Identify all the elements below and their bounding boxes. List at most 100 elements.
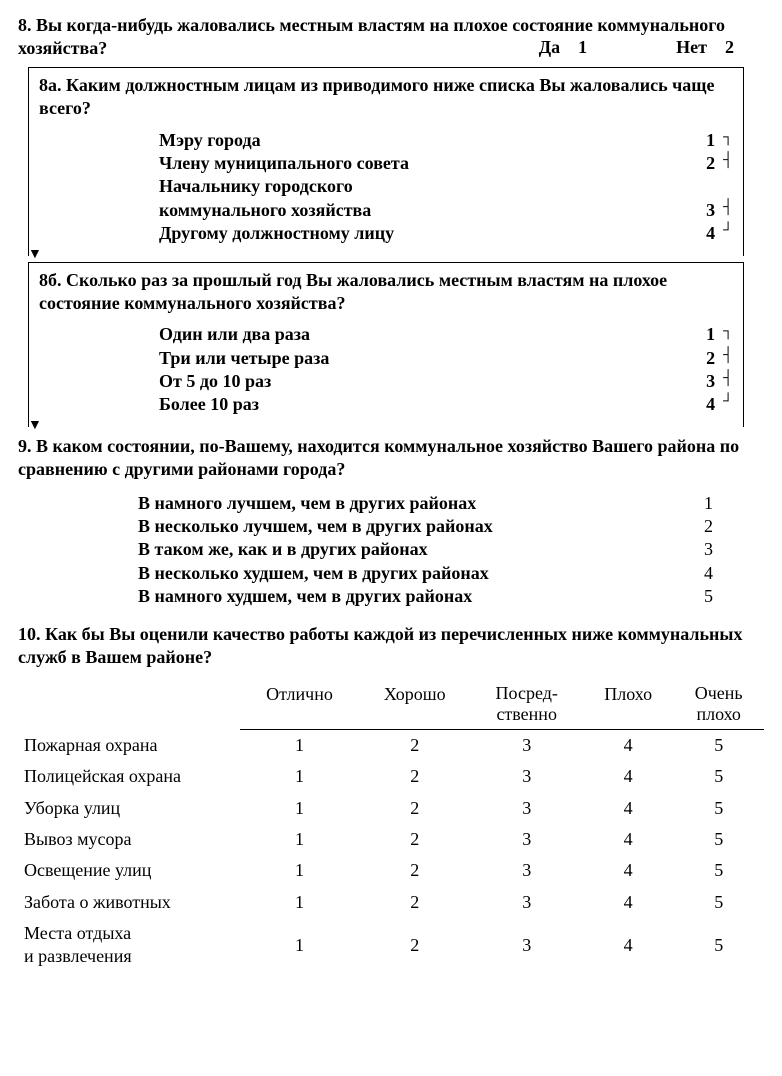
q10-cell[interactable]: 4 xyxy=(583,729,674,761)
q10-cell[interactable]: 2 xyxy=(359,887,470,918)
q9-option-label: В намного лучшем, чем в других районах xyxy=(138,492,674,515)
q9-text: 9. В каком состоянии, по-Вашему, находит… xyxy=(18,435,764,482)
flow-arrow-icon: ▼ xyxy=(28,248,42,262)
q9-option-label: В несколько худшем, чем в других районах xyxy=(138,562,674,585)
q10-cell[interactable]: 1 xyxy=(240,887,359,918)
question-8b-block: 8б. Сколько раз за прошлый год Вы жалова… xyxy=(28,262,744,427)
q10-cell[interactable]: 5 xyxy=(673,761,764,792)
q10-cell[interactable]: 4 xyxy=(583,793,674,824)
q10-cell[interactable]: 5 xyxy=(673,824,764,855)
q10-cell[interactable]: 2 xyxy=(359,918,470,973)
q10-col-header: Посред-ственно xyxy=(471,679,583,729)
q9-option-code: 1 xyxy=(674,492,764,515)
q9-option-label: В намного худшем, чем в других районах xyxy=(138,585,674,608)
q10-cell[interactable]: 1 xyxy=(240,793,359,824)
q10-cell[interactable]: 3 xyxy=(471,824,583,855)
q10-cell[interactable]: 3 xyxy=(471,887,583,918)
q10-cell[interactable]: 4 xyxy=(583,824,674,855)
q10-cell[interactable]: 2 xyxy=(359,729,470,761)
q10-row: Пожарная охрана12345 xyxy=(18,729,764,761)
q10-row-label: Места отдыхаи развлечения xyxy=(18,918,240,973)
q8a-text: 8а. Каким должностным лицам из приводимо… xyxy=(39,74,733,121)
q8a-option[interactable]: Другому должностному лицу 4┘ xyxy=(159,222,733,245)
question-8a-block: 8а. Каким должностным лицам из приводимо… xyxy=(28,67,744,256)
q8a-option-code: 3 xyxy=(675,199,721,222)
q10-col-header: Оченьплохо xyxy=(673,679,764,729)
q8a-option[interactable]: Мэру города 1┐ xyxy=(159,129,733,152)
q9-option[interactable]: В таком же, как и в других районах 3 xyxy=(138,538,764,561)
q10-cell[interactable]: 1 xyxy=(240,729,359,761)
q10-cell[interactable]: 4 xyxy=(583,761,674,792)
q10-cell[interactable]: 5 xyxy=(673,855,764,886)
q10-cell[interactable]: 2 xyxy=(359,824,470,855)
q10-row: Забота о животных12345 xyxy=(18,887,764,918)
q10-row: Места отдыхаи развлечения12345 xyxy=(18,918,764,973)
q9-option-code: 4 xyxy=(674,562,764,585)
q10-row-label: Освещение улиц xyxy=(18,855,240,886)
q10-cell[interactable]: 2 xyxy=(359,761,470,792)
q10-cell[interactable]: 3 xyxy=(471,855,583,886)
q9-options: В намного лучшем, чем в других районах 1… xyxy=(138,492,764,609)
q8b-option-label: Один или два раза xyxy=(159,323,675,346)
q8a-option-label: Члену муниципального совета xyxy=(159,152,675,175)
q8-yes-label: Да xyxy=(539,36,560,59)
q8-no-code[interactable]: 2 xyxy=(725,36,734,59)
q8a-option-label: Начальнику городского xyxy=(159,175,682,198)
q8-no-label: Нет xyxy=(676,36,707,59)
q9-option[interactable]: В намного худшем, чем в других районах 5 xyxy=(138,585,764,608)
q8b-option[interactable]: Один или два раза 1┐ xyxy=(159,323,733,346)
q9-option[interactable]: В несколько лучшем, чем в других районах… xyxy=(138,515,764,538)
q10-cell[interactable]: 4 xyxy=(583,887,674,918)
q10-cell[interactable]: 2 xyxy=(359,855,470,886)
q8a-option-label: коммунального хозяйства xyxy=(159,199,675,222)
q10-row-label: Забота о животных xyxy=(18,887,240,918)
q10-cell[interactable]: 5 xyxy=(673,729,764,761)
q10-header-blank xyxy=(18,679,240,729)
q9-option[interactable]: В намного лучшем, чем в других районах 1 xyxy=(138,492,764,515)
q8b-option-label: От 5 до 10 раз xyxy=(159,370,675,393)
q10-cell[interactable]: 1 xyxy=(240,918,359,973)
q10-row-label: Вывоз мусора xyxy=(18,824,240,855)
q10-cell[interactable]: 4 xyxy=(583,918,674,973)
q8a-option-code: 1 xyxy=(675,129,721,152)
q10-row-label: Полицейская охрана xyxy=(18,761,240,792)
q10-row: Освещение улиц12345 xyxy=(18,855,764,886)
q8a-option-label: Мэру города xyxy=(159,129,675,152)
q10-cell[interactable]: 3 xyxy=(471,729,583,761)
q8b-option[interactable]: От 5 до 10 раз 3┤ xyxy=(159,370,733,393)
q8b-option[interactable]: Три или четыре раза 2┤ xyxy=(159,347,733,370)
q9-option-code: 3 xyxy=(674,538,764,561)
q8-yes-no: Да 1 Нет 2 xyxy=(539,36,734,59)
q9-option-label: В таком же, как и в других районах xyxy=(138,538,674,561)
q10-cell[interactable]: 5 xyxy=(673,887,764,918)
q10-row: Полицейская охрана12345 xyxy=(18,761,764,792)
q10-cell[interactable]: 4 xyxy=(583,855,674,886)
q10-cell[interactable]: 3 xyxy=(471,918,583,973)
q10-cell[interactable]: 1 xyxy=(240,824,359,855)
q10-cell[interactable]: 5 xyxy=(673,793,764,824)
q8a-option: Начальнику городского xyxy=(159,175,733,198)
q9-option-code: 2 xyxy=(674,515,764,538)
q8b-option[interactable]: Более 10 раз 4┘ xyxy=(159,393,733,416)
q8a-option[interactable]: Члену муниципального совета 2┤ xyxy=(159,152,733,175)
q9-option[interactable]: В несколько худшем, чем в других районах… xyxy=(138,562,764,585)
q9-option-code: 5 xyxy=(674,585,764,608)
q10-cell[interactable]: 1 xyxy=(240,855,359,886)
q10-cell[interactable]: 5 xyxy=(673,918,764,973)
question-8: 8. Вы когда-нибудь жаловались местным вл… xyxy=(18,14,764,61)
q8b-option-code: 3 xyxy=(675,370,721,393)
q10-cell[interactable]: 2 xyxy=(359,793,470,824)
q10-cell[interactable]: 3 xyxy=(471,761,583,792)
q8a-option[interactable]: коммунального хозяйства 3┤ xyxy=(159,199,733,222)
q10-row-label: Пожарная охрана xyxy=(18,729,240,761)
q10-text: 10. Как бы Вы оценили качество работы ка… xyxy=(18,623,764,670)
q8b-text: 8б. Сколько раз за прошлый год Вы жалова… xyxy=(39,269,733,316)
q8-yes-code[interactable]: 1 xyxy=(578,36,587,59)
q8a-options: Мэру города 1┐ Члену муниципального сове… xyxy=(159,129,733,246)
q10-row-label: Уборка улиц xyxy=(18,793,240,824)
q10-cell[interactable]: 3 xyxy=(471,793,583,824)
q8a-option-label: Другому должностному лицу xyxy=(159,222,675,245)
q10-cell[interactable]: 1 xyxy=(240,761,359,792)
q10-row: Вывоз мусора12345 xyxy=(18,824,764,855)
q8b-option-code: 2 xyxy=(675,347,721,370)
